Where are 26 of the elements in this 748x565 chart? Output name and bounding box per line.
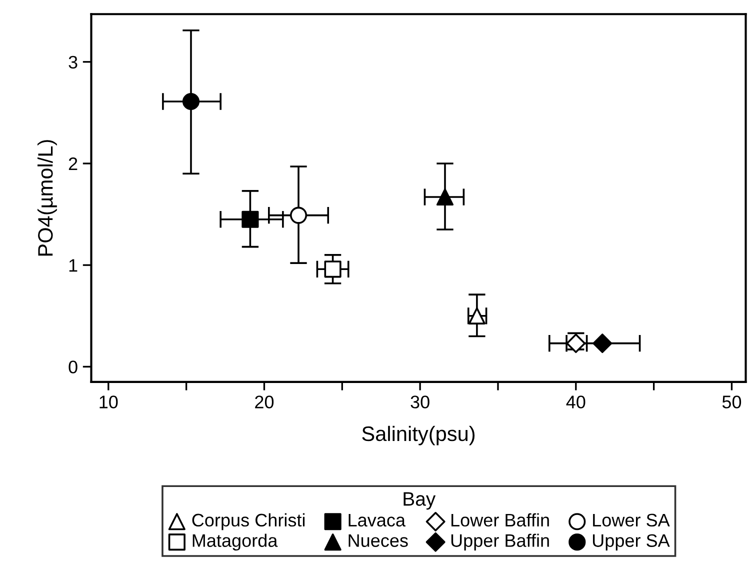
point	[324, 260, 342, 278]
legend-label: Lower Baffin	[452, 513, 549, 527]
y-tick-label: 0	[68, 360, 78, 374]
point	[436, 188, 454, 206]
x-axis-title: Salinity(psu)	[362, 426, 475, 446]
legend-label: Corpus Christi	[192, 513, 305, 530]
x-tick-label: 20	[255, 396, 274, 408]
x-tick-label: 30	[410, 396, 430, 408]
point	[290, 206, 308, 224]
legend-label: Upper SA	[592, 534, 670, 551]
point	[182, 92, 200, 110]
point	[592, 334, 612, 354]
legend-label: Upper Baffin	[451, 534, 549, 551]
legend-label: Lower SA	[593, 514, 670, 527]
legend-label: Nueces	[348, 534, 408, 547]
x-tick-label: 50	[722, 396, 742, 408]
point	[242, 210, 259, 228]
y-tick-label: 3	[68, 56, 78, 69]
x-tick-label: 10	[100, 396, 118, 408]
y-tick-label: 2	[68, 157, 78, 170]
y-axis-title: PO4(µmol/L)	[37, 140, 57, 256]
legend-title: Bay	[404, 492, 436, 510]
legend-label: Lavaca	[348, 514, 406, 527]
y-tick-label: 1	[69, 259, 78, 272]
x-tick-label: 40	[566, 396, 586, 408]
legend-label: Matagorda	[192, 534, 278, 551]
